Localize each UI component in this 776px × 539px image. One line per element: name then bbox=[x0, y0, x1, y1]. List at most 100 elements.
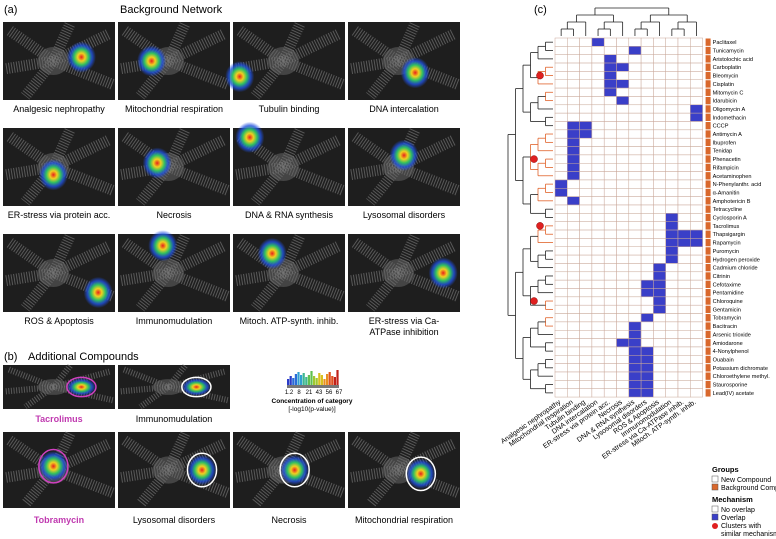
colorbar-bar bbox=[310, 371, 313, 385]
colorbar-bar bbox=[323, 379, 326, 385]
heatmap-cell bbox=[628, 363, 642, 373]
heatmap-cell bbox=[665, 288, 679, 298]
heatmap-cell bbox=[677, 213, 691, 222]
heatmap-cell bbox=[579, 112, 593, 122]
group-marker bbox=[705, 389, 711, 397]
heatmap-cell bbox=[665, 121, 679, 131]
heatmap-cell bbox=[567, 71, 580, 81]
heatmap-cell bbox=[665, 213, 679, 222]
heatmap-cell bbox=[579, 330, 593, 339]
activity-blob bbox=[137, 45, 167, 77]
image-caption: Necrosis bbox=[271, 515, 307, 525]
heatmap-cell bbox=[690, 246, 703, 256]
compound-label: Tacrolimus bbox=[713, 224, 740, 230]
colorbar-bar bbox=[333, 377, 336, 385]
colorbar-bar bbox=[307, 375, 310, 385]
group-marker bbox=[705, 272, 711, 280]
heatmap-cell bbox=[690, 254, 703, 264]
panel-title: Additional Compounds bbox=[28, 351, 139, 363]
heatmap-cell bbox=[603, 171, 617, 181]
heatmap-cell bbox=[677, 46, 691, 55]
heatmap-cell bbox=[628, 87, 642, 97]
heatmap-cell bbox=[690, 196, 703, 206]
activity-blob bbox=[83, 276, 113, 309]
heatmap-cell bbox=[591, 96, 605, 106]
heatmap-cell bbox=[628, 254, 642, 264]
heatmap-cell bbox=[653, 137, 666, 147]
heatmap-cell bbox=[677, 271, 691, 281]
compound-label: Cadmium chloride bbox=[713, 266, 758, 272]
group-marker bbox=[705, 180, 711, 188]
image-caption: ER-stress via protein acc. bbox=[8, 210, 111, 220]
heatmap-cell bbox=[554, 296, 568, 306]
heatmap-cell bbox=[567, 238, 580, 247]
heatmap-cell bbox=[665, 321, 679, 331]
heatmap-cell bbox=[690, 179, 703, 189]
activity-blob bbox=[280, 454, 310, 486]
compound-label: Bacitracin bbox=[713, 324, 738, 330]
heatmap-cell bbox=[554, 288, 568, 298]
heatmap-cell bbox=[690, 79, 703, 89]
network-edge bbox=[393, 233, 421, 276]
heatmap-cell bbox=[591, 188, 605, 197]
network-edge bbox=[366, 466, 403, 508]
heatmap-cell bbox=[677, 296, 691, 306]
heatmap-cell bbox=[640, 196, 654, 206]
colorbar-base bbox=[287, 385, 339, 388]
group-marker bbox=[705, 105, 711, 113]
heatmap-cell bbox=[653, 196, 666, 206]
heatmap-cell bbox=[628, 179, 642, 189]
heatmap-cell bbox=[603, 321, 617, 331]
heatmap-cell bbox=[628, 288, 642, 298]
heatmap-cell bbox=[628, 304, 642, 314]
highlight-ring bbox=[405, 456, 437, 492]
legend-swatch bbox=[711, 483, 719, 491]
heatmap-cell bbox=[628, 263, 642, 273]
heatmap-cell bbox=[554, 46, 568, 55]
heatmap-cell bbox=[554, 346, 568, 356]
heatmap-cell bbox=[616, 54, 630, 64]
heatmap-cell bbox=[665, 96, 679, 106]
heatmap-cell bbox=[567, 79, 580, 89]
heatmap-cell bbox=[628, 355, 642, 364]
heatmap-cell bbox=[567, 288, 580, 298]
heatmap-cell bbox=[554, 229, 568, 239]
network-edge bbox=[50, 363, 73, 389]
heatmap-cell bbox=[567, 137, 580, 147]
heatmap-cell bbox=[616, 188, 630, 197]
network-edge bbox=[163, 127, 191, 170]
heatmap-cell bbox=[591, 104, 605, 114]
heatmap-cell bbox=[603, 71, 617, 81]
heatmap-cell bbox=[640, 271, 654, 281]
legend-label: Overlap bbox=[721, 515, 746, 522]
heatmap-cell bbox=[690, 296, 703, 306]
heatmap-cell bbox=[579, 204, 593, 214]
network-edge bbox=[393, 21, 421, 64]
heatmap-cell bbox=[640, 338, 654, 348]
heatmap-cell bbox=[677, 54, 691, 64]
heatmap-cell bbox=[677, 104, 691, 114]
group-marker bbox=[705, 88, 711, 96]
heatmap-cell bbox=[640, 213, 654, 222]
heatmap-cell bbox=[554, 380, 568, 389]
heatmap-cell bbox=[616, 388, 630, 398]
group-marker bbox=[705, 138, 711, 147]
heatmap-cell bbox=[616, 313, 630, 323]
activity-blob bbox=[66, 41, 96, 73]
heatmap-cell bbox=[554, 196, 568, 206]
heatmap-cell bbox=[591, 213, 605, 222]
compound-label: Cefotaxime bbox=[713, 282, 741, 288]
heatmap-cell bbox=[677, 79, 691, 89]
heatmap-cell bbox=[653, 104, 666, 114]
compound-label: Citrinin bbox=[713, 274, 730, 280]
network-edge bbox=[278, 21, 306, 64]
legend-label: Clusters with bbox=[721, 523, 761, 530]
heatmap-cell bbox=[653, 321, 666, 331]
heatmap-cell bbox=[665, 221, 679, 231]
heatmap-cell bbox=[603, 96, 617, 106]
heatmap-cell bbox=[567, 313, 580, 323]
activity-blob bbox=[257, 237, 287, 270]
activity-blob bbox=[181, 378, 211, 396]
heatmap-cell bbox=[665, 330, 679, 339]
heatmap-cell bbox=[677, 330, 691, 339]
